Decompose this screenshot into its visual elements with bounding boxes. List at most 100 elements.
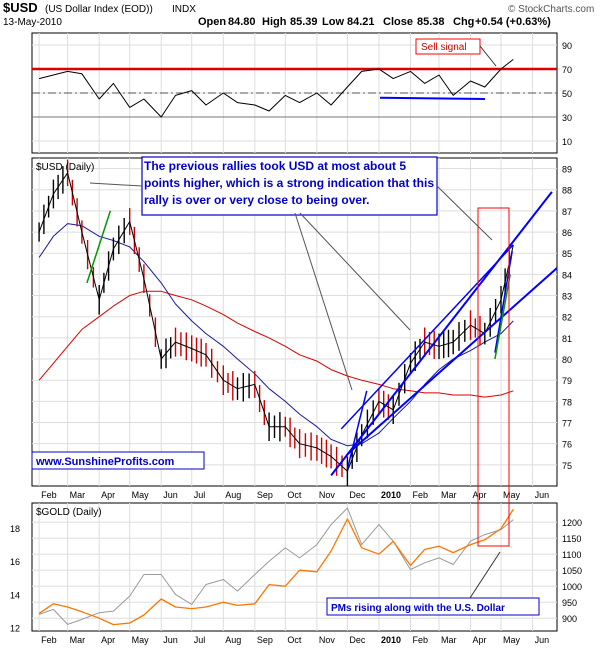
price-panel-title: $USD (Daily) [36, 162, 94, 173]
gold-note-label: PMs rising along with the U.S. Dollar [331, 603, 505, 614]
gold-y-tick-label: 1100 [562, 550, 581, 560]
sell-signal-pointer [479, 45, 497, 67]
gold-x-tick-label: Dec [349, 635, 366, 645]
price-x-tick-label: Jun [163, 490, 178, 500]
price-x-tick-label: Apr [473, 490, 487, 500]
gold-x-tick-label: Jun [535, 635, 550, 645]
symbol-description: (US Dollar Index (EOD)) [45, 4, 153, 15]
date-label: 13-May-2010 [3, 17, 62, 28]
sell-signal-label: Sell signal [421, 42, 467, 53]
high-value: 85.39 [290, 16, 318, 28]
gold-x-tick-label: Mar [441, 635, 457, 645]
gold-x-tick-label: Aug [225, 635, 241, 645]
rally-line-mar [86, 210, 112, 284]
gold-left-tick-label: 18 [10, 524, 20, 534]
indicator-support-line [379, 96, 486, 100]
gold-left-tick-label: 14 [10, 590, 20, 600]
price-y-tick-label: 88 [562, 186, 572, 196]
indicator-line [38, 59, 514, 118]
price-x-tick-label: Jul [194, 490, 206, 500]
price-x-tick-label: May [132, 490, 150, 500]
short-moving-average [38, 223, 514, 447]
price-y-tick-label: 82 [562, 313, 572, 323]
price-y-tick-label: 81 [562, 334, 572, 344]
gold-x-tick-label: Apr [101, 635, 115, 645]
gold-y-tick-label: 950 [562, 598, 577, 608]
open-label: Open [198, 16, 226, 28]
price-y-tick-label: 77 [562, 419, 572, 429]
rally-line-may-green [494, 274, 511, 360]
price-y-tick-label: 78 [562, 397, 572, 407]
gold-y-tick-label: 1050 [562, 566, 582, 576]
website-label: www.SunshineProfits.com [35, 456, 175, 468]
gold-y-tick-label: 900 [562, 614, 577, 624]
price-y-tick-label: 75 [562, 461, 572, 471]
tick-layer: 10 30 50 70 90 75 76 77 78 79 80 81 82 83 84 85 86 87 88 89… [10, 41, 582, 645]
gold-left-tick-label: 16 [10, 557, 20, 567]
gold-x-tick-label: Sep [257, 635, 273, 645]
watermark: © StockCharts.com [508, 4, 594, 15]
gold-y-tick-label: 1200 [562, 518, 582, 528]
gold-x-tick-label: Mar [70, 635, 86, 645]
price-x-tick-label: Apr [101, 490, 115, 500]
grid-layer [32, 33, 557, 631]
note-pointer-2 [294, 212, 353, 391]
note-pointer-1 [89, 182, 143, 187]
price-close-line [38, 172, 514, 472]
gold-x-tick-label: Jul [194, 635, 206, 645]
price-x-tick-label: Mar [70, 490, 86, 500]
indicator-y-tick-label: 70 [562, 65, 572, 75]
rally-line-dec [346, 390, 368, 470]
price-y-tick-label: 79 [562, 376, 572, 386]
price-x-tick-label: May [503, 490, 521, 500]
price-y-tick-label: 80 [562, 355, 572, 365]
price-x-tick-label: Feb [412, 490, 428, 500]
gold-x-tick-label: Feb [41, 635, 57, 645]
chg-value: +0.54 (+0.63%) [475, 16, 551, 28]
gold-x-tick-label: 2010 [381, 635, 401, 645]
gold-x-tick-label: Jun [163, 635, 178, 645]
price-x-tick-label: 2010 [381, 490, 401, 500]
price-y-tick-label: 86 [562, 228, 572, 238]
channel-lower-line [346, 267, 558, 456]
note-pointer-4 [436, 185, 493, 241]
high-label: High [262, 16, 287, 28]
price-x-tick-label: Feb [41, 490, 57, 500]
gold-x-tick-label: Oct [287, 635, 302, 645]
gold-y-tick-label: 1000 [562, 582, 582, 592]
overlay-line [38, 507, 514, 625]
gold-note-pointer [469, 551, 501, 599]
close-label: Close [383, 16, 413, 28]
price-x-tick-label: Aug [225, 490, 241, 500]
price-x-tick-label: Sep [257, 490, 273, 500]
indicator-y-tick-label: 30 [562, 113, 572, 123]
gold-note-box [326, 597, 540, 616]
exchange-label: INDX [172, 4, 196, 15]
price-x-tick-label: Nov [319, 490, 336, 500]
long-moving-average [38, 290, 514, 398]
price-y-tick-label: 84 [562, 270, 572, 280]
gold-x-tick-label: May [132, 635, 150, 645]
price-y-tick-label: 76 [562, 440, 572, 450]
open-value: 84.80 [228, 16, 256, 28]
highlight-box [477, 207, 510, 547]
price-x-tick-label: Dec [349, 490, 366, 500]
chg-label: Chg [453, 16, 474, 28]
series-layer [32, 59, 558, 626]
main-note-container: The previous rallies took USD at most ab… [144, 159, 435, 207]
gold-x-tick-label: Apr [473, 635, 487, 645]
channel-upper-line [330, 191, 553, 477]
main-note-box [141, 156, 438, 216]
gold-x-tick-label: May [503, 635, 521, 645]
price-y-tick-label: 85 [562, 249, 572, 259]
low-label: Low [322, 16, 344, 28]
indicator-y-tick-label: 10 [562, 137, 572, 147]
price-y-tick-label: 89 [562, 165, 572, 175]
channel-inner-line [340, 244, 514, 430]
website-box [31, 451, 205, 470]
main-note-text: The previous rallies took USD at most ab… [144, 159, 435, 207]
price-x-tick-label: Oct [287, 490, 302, 500]
gold-x-tick-label: Feb [412, 635, 428, 645]
